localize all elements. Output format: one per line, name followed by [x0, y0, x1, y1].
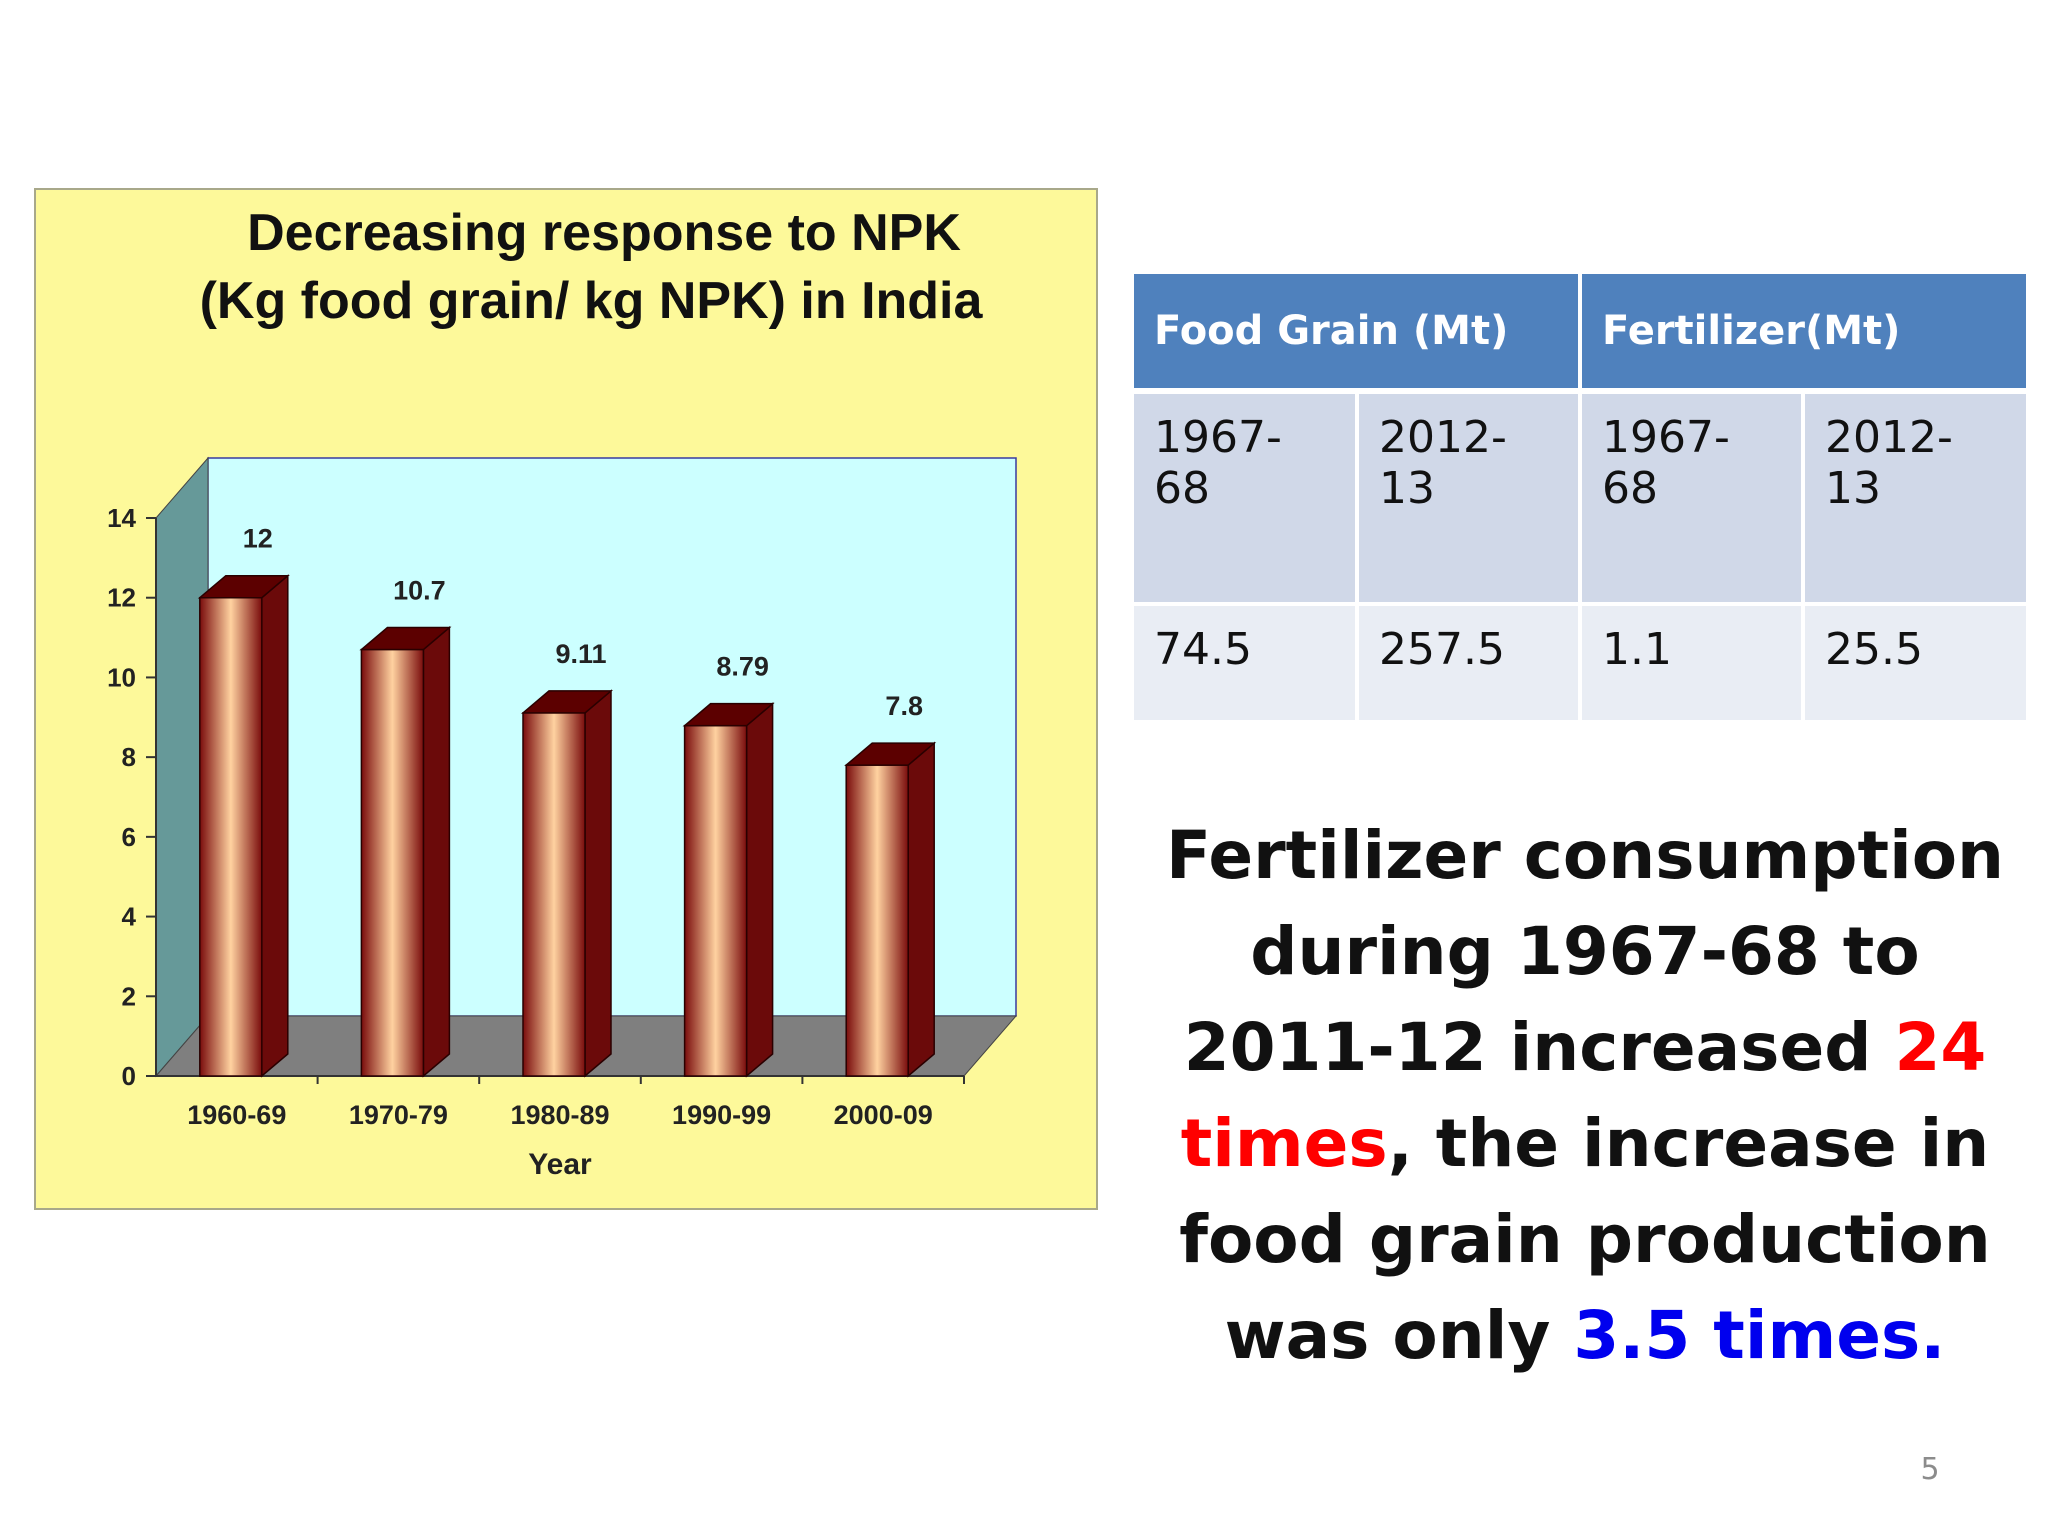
data-label: 12 — [243, 524, 273, 554]
data-label: 8.79 — [716, 652, 769, 682]
y-tick-label: 6 — [122, 822, 136, 852]
bar-top — [359, 626, 452, 651]
chart-title: Decreasing response to NPK — [247, 204, 961, 262]
bar-1980-89: 9.11 — [520, 639, 614, 1078]
chart-subtitle: (Kg food grain/ kg NPK) in India — [200, 272, 984, 330]
bar-front — [199, 596, 263, 1077]
bar-side — [745, 702, 774, 1078]
data-label: 9.11 — [555, 639, 606, 669]
table-row: 74.5 257.5 1.1 25.5 — [1134, 604, 2026, 724]
y-tick-label: 10 — [107, 662, 136, 692]
y-tick-label: 12 — [107, 583, 136, 613]
bar-front — [845, 764, 909, 1077]
x-category-label: 1970-79 — [349, 1100, 448, 1130]
summary-highlight-3-5-times: 3.5 times. — [1573, 1297, 1946, 1374]
bar-chart: Decreasing response to NPK (Kg food grai… — [107, 204, 1018, 1181]
y-tick-label: 8 — [122, 742, 136, 772]
x-category-label: 2000-09 — [834, 1100, 933, 1130]
data-table: Food Grain (Mt) Fertilizer(Mt) 1967-68 2… — [1134, 274, 2026, 724]
data-label: 7.8 — [885, 691, 923, 721]
bar-2000-09: 7.8 — [844, 691, 937, 1078]
table-cell: 1967-68 — [1134, 391, 1359, 606]
x-category-label: 1960-69 — [187, 1100, 286, 1130]
header-food-grain: Food Grain (Mt) — [1134, 274, 1582, 394]
y-tick-label: 2 — [122, 981, 136, 1011]
data-label: 10.7 — [393, 576, 446, 606]
bar-side — [907, 741, 935, 1078]
table-row: 1967-68 2012-13 1967-68 2012-13 — [1134, 391, 2026, 606]
bar-top — [520, 690, 614, 714]
x-axis-title: Year — [528, 1148, 592, 1181]
table-cell: 2012-13 — [1357, 391, 1582, 606]
bar-side — [422, 625, 451, 1078]
chart-panel: Decreasing response to NPK (Kg food grai… — [34, 188, 1098, 1210]
table-cell: 1967-68 — [1580, 391, 1805, 606]
header-fertilizer: Fertilizer(Mt) — [1580, 274, 2026, 394]
y-tick-label: 4 — [122, 902, 137, 932]
x-category-label: 1990-99 — [672, 1100, 771, 1130]
y-tick-label: 0 — [122, 1061, 136, 1091]
bar-front — [360, 648, 425, 1077]
summary-part-1: Fertilizer consumption during 1967-68 to… — [1165, 817, 2005, 1086]
bar-1990-99: 8.79 — [682, 652, 775, 1078]
table-cell: 25.5 — [1803, 604, 2026, 724]
bar-top — [197, 574, 290, 599]
y-tick-label: 14 — [107, 503, 136, 533]
page-number: 5 — [1920, 1452, 1940, 1487]
bar-1970-79: 10.7 — [359, 576, 452, 1078]
summary-part-2: , the increase in food grain production … — [1179, 1105, 1991, 1374]
table-header-row: Food Grain (Mt) Fertilizer(Mt) — [1134, 274, 2026, 394]
summary-text: Fertilizer consumption during 1967-68 to… — [1140, 808, 2030, 1384]
table-cell: 74.5 — [1134, 604, 1359, 724]
table-cell: 1.1 — [1580, 604, 1805, 724]
bar-top — [682, 702, 775, 727]
table-cell: 2012-13 — [1803, 391, 2026, 606]
bar-front — [522, 712, 586, 1077]
table-cell: 257.5 — [1357, 604, 1582, 724]
bar-top — [844, 742, 937, 766]
summary-highlight-24-times: 24 times — [1180, 1009, 1987, 1182]
bar-side — [261, 574, 289, 1078]
bar-1960-69: 12 — [197, 524, 290, 1078]
x-category-label: 1980-89 — [510, 1100, 609, 1130]
bar-side — [584, 689, 612, 1078]
bar-front — [683, 724, 748, 1077]
